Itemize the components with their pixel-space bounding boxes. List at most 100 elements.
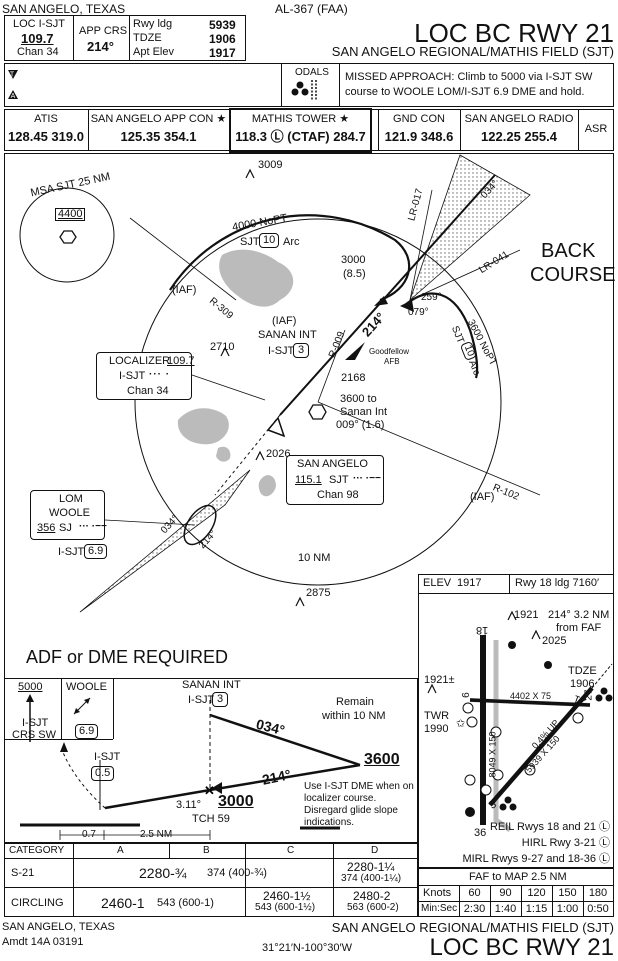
knots-150: 150 [558,887,577,899]
time-120: 1:15 [525,903,548,915]
briefing-strip: LOC I-SJT 109.7 Chan 34 APP CRS 214° Rwy… [4,15,246,61]
dist-2-5: 2.5 NM [140,829,173,840]
obstacle-icon [255,450,265,461]
lom-box: LOM WOOLE 356 SJ ··· ·−− [30,490,107,540]
loc-label: LOC I-SJT [13,18,65,30]
header-location: SAN ANGELO, TEXAS [2,2,126,16]
sanan-int: SANAN INT [258,329,317,341]
vector-3600-1: 3600 to [340,393,377,405]
localizer-box: LOCALIZER 109.7 I-SJT ··· · Chan 34 [96,352,195,400]
col-c: C [287,845,295,856]
circ-c-sub: 543 (600-1½) [255,902,316,913]
time-180: 0:50 [587,903,609,915]
vasi-icon [544,661,552,669]
diagram-obst-1921b: 1921± [424,674,455,686]
vector-3600-2: Sanan Int [340,406,388,418]
obstacle-2026: 2026 [266,448,291,460]
hold-symbol-icon [73,697,91,715]
timing-table: FAF to MAP 2.5 NM Knots 60 90 120 150 18… [418,868,614,917]
iaf-sanan: (IAF) [272,315,297,327]
lom-isjt: I-SJT [58,546,85,558]
rwy-ldg: 5939 [209,18,236,32]
vor-morse: ··· ·−− [353,473,381,484]
footer-title: LOC BC RWY 21 [429,934,614,961]
knots-120: 120 [527,887,546,899]
iaf-west: (IAF) [172,284,197,296]
row-s21: S-21 [11,867,35,879]
chart-title: LOC BC RWY 21 [414,18,614,48]
circ-c-min: 2460-1½ [263,889,311,903]
outbound-leg [209,713,361,767]
radio-label: SAN ANGELO RADIO [464,113,574,125]
notes-row: ODALS MISSED APPROACH: Climb to 5000 via… [4,63,614,107]
elev-label: ELEV [423,577,452,589]
vor-box: SAN ANGELO 115.1 SJT ··· ·−− Chan 98 [286,455,384,505]
taxiway-label-icon [462,702,474,714]
taxiway-label-icon [466,716,478,728]
chart-id: AL-367 (FAA) [275,2,348,16]
inbound-leg [209,763,361,792]
rwy-ldg-label: Rwy ldg [133,18,173,30]
profile-note-4: indications. [304,817,355,828]
diagram-rwy-ldg: Rwy 18 ldg 7160′ [515,577,600,589]
atis-label: ATIS [34,113,58,125]
tdze-value: 1906 [209,32,236,46]
arc-label-sjt: SJT [240,236,260,248]
diagram-obst-1921: 1921 [514,609,539,621]
hold-arrow-head [26,694,34,702]
profile-sanan-dme: 3 [212,692,229,707]
asr-label: ASR [584,123,608,135]
radial-009 [317,329,346,403]
taxiway-label-icon [480,784,492,796]
obstacle-2710: 2710 [210,341,235,353]
lom-dme: 6.9 [84,544,108,559]
map-dme: 0.5 [91,766,115,781]
obstacle-icon [220,346,230,357]
alt-3000: 3000 [341,254,366,266]
tch: TCH 59 [192,813,230,825]
iaf-east: (IAF) [470,491,495,503]
profile-woole: WOOLE [66,681,107,693]
parking-icon [465,807,475,817]
final-descent [104,788,211,810]
adf-required: ADF or DME REQUIRED [26,647,229,667]
arc-arrow-1 [374,296,388,306]
localizer-title: LOCALIZER [109,355,171,367]
sanan-isjt: I-SJT [268,345,295,357]
localizer-morse: ··· · [149,369,171,380]
lighting-reil: REIL Rwys 18 and 21 Ⓛ [489,821,610,833]
localizer-symbol [266,416,286,438]
taxiway-label-icon [524,764,536,776]
localizer-chan: Chan 34 [127,385,169,397]
hold-isjt: I-SJT [22,717,49,729]
loc-chan: Chan 34 [17,46,59,58]
atis-freq: 128.45 319.0 [8,129,84,144]
arc-label-arc: Arc [283,236,300,248]
twr-elev: 1990 [424,723,449,735]
ten-nm-label: 10 NM [298,552,331,564]
lake-area-3 [216,446,231,462]
radio-freq: 122.25 255.4 [481,129,557,144]
gnd-con-label: GND CON [393,113,445,125]
faf-note-1: 214° 3.2 NM [548,609,610,621]
profile-alt-3600: 3600 [364,751,400,768]
col-category: CATEGORY [9,845,65,856]
missed-approach-path [61,749,106,809]
obstacle-icon [427,683,437,694]
obstacle-icon [531,629,541,640]
lom-freq: 356 [37,522,56,534]
radial-309 [129,217,237,301]
time-60: 2:30 [463,903,486,915]
runway-18-36 [480,635,486,825]
footer-amdt: Amdt 14A 03191 [2,936,84,948]
vor-freq: 115.1 [295,474,322,486]
vor-sjt-icon [308,404,327,420]
lighting-hirl: HIRL Rwy 3-21 Ⓛ [521,837,610,849]
obstacle-2168: 2168 [341,372,366,384]
circ-d-min: 2480-2 [353,889,391,903]
hold-crs: CRS SW [12,729,56,741]
lead-radial-017 [409,189,433,301]
